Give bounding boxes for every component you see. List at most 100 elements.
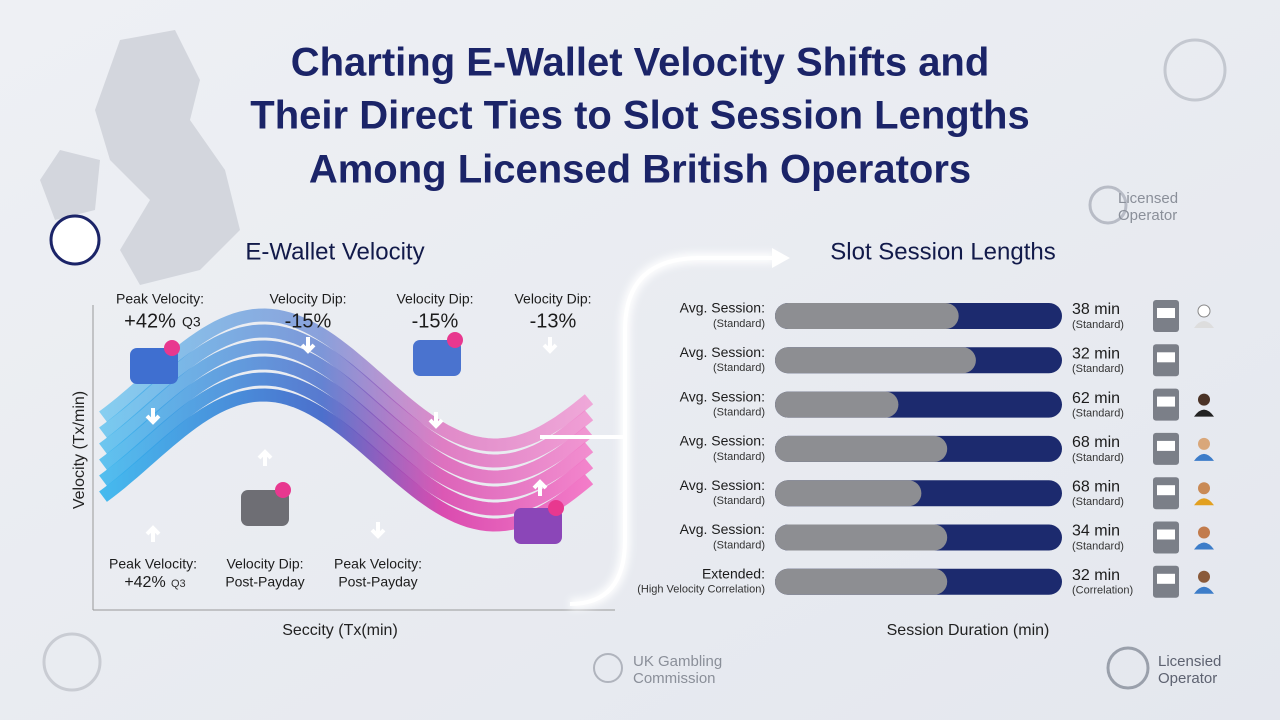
y-axis-label: Velocity (Tx/min) [71, 391, 88, 509]
person-body [1194, 321, 1214, 328]
person-head [1198, 526, 1210, 539]
row-value: 68 min [1072, 434, 1120, 451]
callout-value: +42% [124, 574, 165, 591]
arrow [145, 525, 161, 542]
person-body [1194, 542, 1214, 550]
callout-value: Post-Payday [338, 574, 417, 590]
x-axis-label: Session Duration (min) [887, 622, 1050, 639]
bar-segment [775, 303, 959, 329]
person-body [1194, 586, 1214, 594]
callout-value: -15% [285, 310, 332, 332]
slot-screen [1157, 529, 1175, 540]
row-sublabel: (Standard) [713, 318, 765, 330]
person-head [1198, 482, 1210, 495]
callout-value: Post-Payday [225, 574, 304, 590]
arrow [370, 522, 386, 539]
callout-note: Q3 [182, 314, 201, 330]
title-line: Their Direct Ties to Slot Session Length… [250, 94, 1029, 138]
badge-text: UK Gambling [633, 653, 722, 670]
slot-screen [1157, 308, 1175, 318]
callout-label: Velocity Dip: [269, 291, 346, 307]
panel-title: Slot Session Lengths [830, 238, 1055, 265]
arrow [428, 412, 444, 429]
velocity-wave [99, 308, 594, 532]
slot-screen [1157, 396, 1175, 407]
person-head [1198, 437, 1210, 450]
row-value: 38 min [1072, 301, 1120, 318]
callout-label: Velocity Dip: [226, 556, 303, 572]
row-value-sub: (Standard) [1072, 540, 1124, 552]
arrow [532, 479, 548, 496]
arrow [257, 449, 273, 466]
row-sublabel: (Standard) [713, 451, 765, 463]
badge-icon [1106, 646, 1150, 690]
callout-label: Peak Velocity: [116, 291, 204, 307]
callout-label: Peak Velocity: [334, 556, 422, 572]
bar-segment [775, 568, 948, 595]
bar-segment [775, 391, 899, 418]
arrow [542, 337, 558, 354]
connector [569, 256, 775, 606]
row-sublabel: (High Velocity Correlation) [637, 584, 765, 596]
slot-screen [1157, 573, 1175, 584]
wave-band [99, 388, 594, 532]
callout-note: Q3 [171, 578, 186, 590]
wave-band [99, 356, 594, 500]
row-value: 34 min [1072, 523, 1120, 540]
uk-map [40, 30, 240, 285]
arrowhead [772, 248, 790, 268]
row-label: Avg. Session: [680, 433, 765, 449]
notification-dot [275, 482, 291, 498]
wallet-icon [514, 508, 562, 544]
bar-segment [775, 347, 976, 374]
row-value: 68 min [1072, 478, 1120, 495]
bar-segment [775, 524, 948, 551]
row-value-sub: (Standard) [1072, 452, 1124, 464]
row-value: 32 min [1072, 346, 1120, 363]
badge-text: Commission [633, 670, 716, 687]
row-label: Avg. Session: [680, 388, 765, 404]
person-body [1194, 453, 1214, 461]
seal [1163, 38, 1227, 102]
callout-label: Velocity Dip: [396, 291, 473, 307]
callout-label: Peak Velocity: [109, 556, 197, 572]
row-label: Avg. Session: [680, 521, 765, 537]
crest [49, 214, 101, 266]
person-head [1197, 304, 1211, 318]
row-value-sub: (Standard) [1072, 319, 1124, 331]
row-sublabel: (Standard) [713, 407, 765, 419]
row-sublabel: (Standard) [713, 495, 765, 507]
badge-text: Operator [1158, 670, 1217, 687]
person-body [1194, 409, 1214, 417]
wave-band [99, 308, 594, 452]
wave-band [99, 372, 594, 516]
callout-value: -13% [530, 310, 577, 332]
callout-value: +42% [124, 310, 176, 332]
callout-label: Velocity Dip: [514, 291, 591, 307]
bar-segment [775, 435, 948, 462]
notification-dot [164, 340, 180, 356]
x-axis-label: Seccity (Tx(min) [282, 622, 398, 639]
badge-text: Operator [1118, 207, 1177, 224]
panel-title: E-Wallet Velocity [245, 238, 424, 265]
row-label: Extended: [702, 566, 765, 582]
wallet-icon [241, 490, 289, 526]
row-value: 62 min [1072, 390, 1120, 407]
row-label: Avg. Session: [680, 477, 765, 493]
arrow [145, 408, 161, 425]
slot-screen [1157, 352, 1175, 363]
notification-dot [548, 500, 564, 516]
bar-segment [775, 480, 922, 507]
callout-value: -15% [412, 310, 459, 332]
wave-band [99, 340, 594, 484]
notification-dot [447, 332, 463, 348]
row-sublabel: (Standard) [713, 539, 765, 551]
title-line: Charting E-Wallet Velocity Shifts and [291, 41, 990, 85]
row-sublabel: (Standard) [713, 362, 765, 374]
row-label: Avg. Session: [680, 344, 765, 360]
slot-screen [1157, 485, 1175, 496]
row-value-sub: (Correlation) [1072, 585, 1133, 597]
wave-band [99, 324, 594, 468]
arrow [300, 337, 316, 354]
